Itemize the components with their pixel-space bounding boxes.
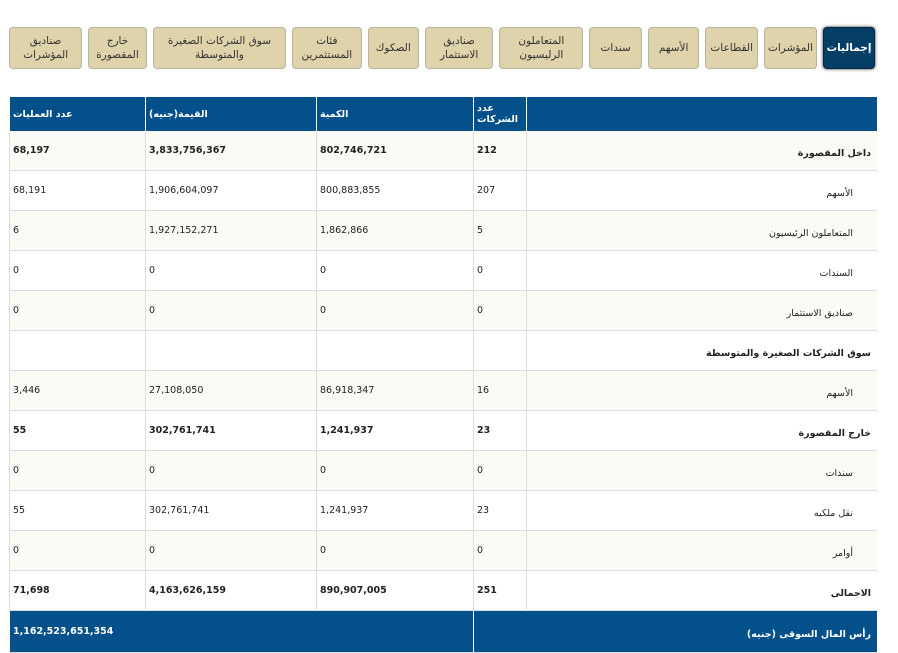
cell-operations: 3,446 <box>9 370 146 411</box>
cell-label: داخل المقصورة <box>526 131 877 171</box>
cell-value: 0 <box>145 250 317 291</box>
cell-operations: 68,197 <box>9 131 146 171</box>
cell-quantity: 0 <box>316 530 474 571</box>
market-cap-value: 1,162,523,651,354 <box>9 610 474 653</box>
cell-label: الاجمالى <box>526 570 877 611</box>
cell-quantity: 1,241,937 <box>316 490 474 531</box>
table-row: صناديق الاستثمار 0 0 0 0 <box>9 290 877 331</box>
table-row: أوامر 0 0 0 0 <box>9 530 877 571</box>
cell-quantity: 0 <box>316 250 474 291</box>
cell-value: 0 <box>145 450 317 491</box>
cell-companies: 212 <box>473 131 527 171</box>
cell-companies: 16 <box>473 370 527 411</box>
header-quantity: الكمية <box>316 97 474 131</box>
table-row: سوق الشركات الصغيرة والمتوسطة <box>9 330 877 371</box>
cell-operations: 71,698 <box>9 570 146 611</box>
header-label <box>526 97 877 131</box>
tab-totals[interactable]: إجماليات <box>823 27 875 69</box>
cell-label: خارج المقصورة <box>526 410 877 451</box>
cell-value: 0 <box>145 290 317 331</box>
cell-label: الأسهم <box>526 170 877 211</box>
cell-companies: 23 <box>473 410 527 451</box>
cell-operations: 55 <box>9 410 146 451</box>
table-row: سندات 0 0 0 0 <box>9 450 877 491</box>
tab-indices[interactable]: المؤشرات <box>764 27 817 69</box>
cell-label: صناديق الاستثمار <box>526 290 877 331</box>
cell-operations: 68,191 <box>9 170 146 211</box>
cell-operations: 0 <box>9 290 146 331</box>
table-row: الاجمالى 251 890,907,005 4,163,626,159 71,69… <box>9 570 877 611</box>
cell-operations: 55 <box>9 490 146 531</box>
tab-sme-market[interactable]: سوق الشركات الصغيرة والمتوسطة <box>152 27 287 69</box>
cell-companies: 0 <box>473 530 527 571</box>
tab-bonds[interactable]: سندات <box>589 27 642 69</box>
cell-companies: 0 <box>473 250 527 291</box>
tab-outside-floor[interactable]: خارج المقصورة <box>88 27 147 69</box>
cell-companies: 207 <box>473 170 527 211</box>
cell-quantity: 800,883,855 <box>316 170 474 211</box>
tab-etfs[interactable]: صناديق المؤشرات <box>9 27 83 69</box>
tab-sukuk[interactable]: الصكوك <box>367 27 419 69</box>
cell-label: الأسهم <box>526 370 877 411</box>
cell-label: نقل ملكيه <box>526 490 877 531</box>
table-row: الأسهم 207 800,883,855 1,906,604,097 68,191 <box>9 170 877 211</box>
cell-value: 27,108,050 <box>145 370 317 411</box>
cell-companies: 23 <box>473 490 527 531</box>
cell-value: 302,761,741 <box>145 410 317 451</box>
tab-stocks[interactable]: الأسهم <box>647 27 700 69</box>
market-cap-label: رأس المال السوقى (جنيه) <box>473 610 877 653</box>
market-cap-row: رأس المال السوقى (جنيه) 1,162,523,651,35… <box>9 610 877 653</box>
cell-quantity: 0 <box>316 450 474 491</box>
cell-value: 1,927,152,271 <box>145 210 317 251</box>
table-row: الأسهم 16 86,918,347 27,108,050 3,446 <box>9 370 877 411</box>
cell-label: المتعاملون الرئيسيون <box>526 210 877 251</box>
cell-quantity: 802,746,721 <box>316 131 474 171</box>
tab-main-dealers[interactable]: المتعاملون الرليسيون <box>499 27 584 69</box>
tab-sectors[interactable]: القطاعات <box>705 27 758 69</box>
cell-value: 0 <box>145 530 317 571</box>
cell-label: سندات <box>526 450 877 491</box>
cell-label: أوامر <box>526 530 877 571</box>
table-row: داخل المقصورة 212 802,746,721 3,833,756,367… <box>9 131 877 171</box>
cell-quantity <box>316 330 474 371</box>
cell-quantity: 1,241,937 <box>316 410 474 451</box>
table-row: السندات 0 0 0 0 <box>9 250 877 291</box>
cell-label: سوق الشركات الصغيرة والمتوسطة <box>526 330 877 371</box>
cell-quantity: 890,907,005 <box>316 570 474 611</box>
cell-label: السندات <box>526 250 877 291</box>
cell-value: 302,761,741 <box>145 490 317 531</box>
cell-quantity: 0 <box>316 290 474 331</box>
table-row: المتعاملون الرئيسيون 5 1,862,866 1,927,152,… <box>9 210 877 251</box>
header-operations: عدد العمليات <box>9 97 146 131</box>
header-companies: عدد الشركات <box>473 97 527 131</box>
cell-companies <box>473 330 527 371</box>
cell-companies: 0 <box>473 450 527 491</box>
table-row: نقل ملكيه 23 1,241,937 302,761,741 55 <box>9 490 877 531</box>
cell-value: 4,163,626,159 <box>145 570 317 611</box>
cell-operations: 0 <box>9 530 146 571</box>
cell-quantity: 86,918,347 <box>316 370 474 411</box>
cell-companies: 5 <box>473 210 527 251</box>
market-summary-table: عدد الشركات الكمية القيمة(جنيه) عدد العم… <box>9 97 877 653</box>
cell-companies: 251 <box>473 570 527 611</box>
cell-quantity: 1,862,866 <box>316 210 474 251</box>
table-row: خارج المقصورة 23 1,241,937 302,761,741 55 <box>9 410 877 451</box>
cell-value: 3,833,756,367 <box>145 131 317 171</box>
cell-operations: 6 <box>9 210 146 251</box>
header-value: القيمة(جنيه) <box>145 97 317 131</box>
cell-operations <box>9 330 146 371</box>
cell-operations: 0 <box>9 250 146 291</box>
table-header: عدد الشركات الكمية القيمة(جنيه) عدد العم… <box>9 97 877 131</box>
tab-investment-funds[interactable]: صناديق الاستثمار <box>425 27 494 69</box>
tab-investor-categories[interactable]: فئات المستثمرين <box>292 27 362 69</box>
cell-value <box>145 330 317 371</box>
cell-operations: 0 <box>9 450 146 491</box>
tab-bar: إجماليات المؤشرات القطاعات الأسهم سندات … <box>9 27 875 69</box>
cell-value: 1,906,604,097 <box>145 170 317 211</box>
cell-companies: 0 <box>473 290 527 331</box>
